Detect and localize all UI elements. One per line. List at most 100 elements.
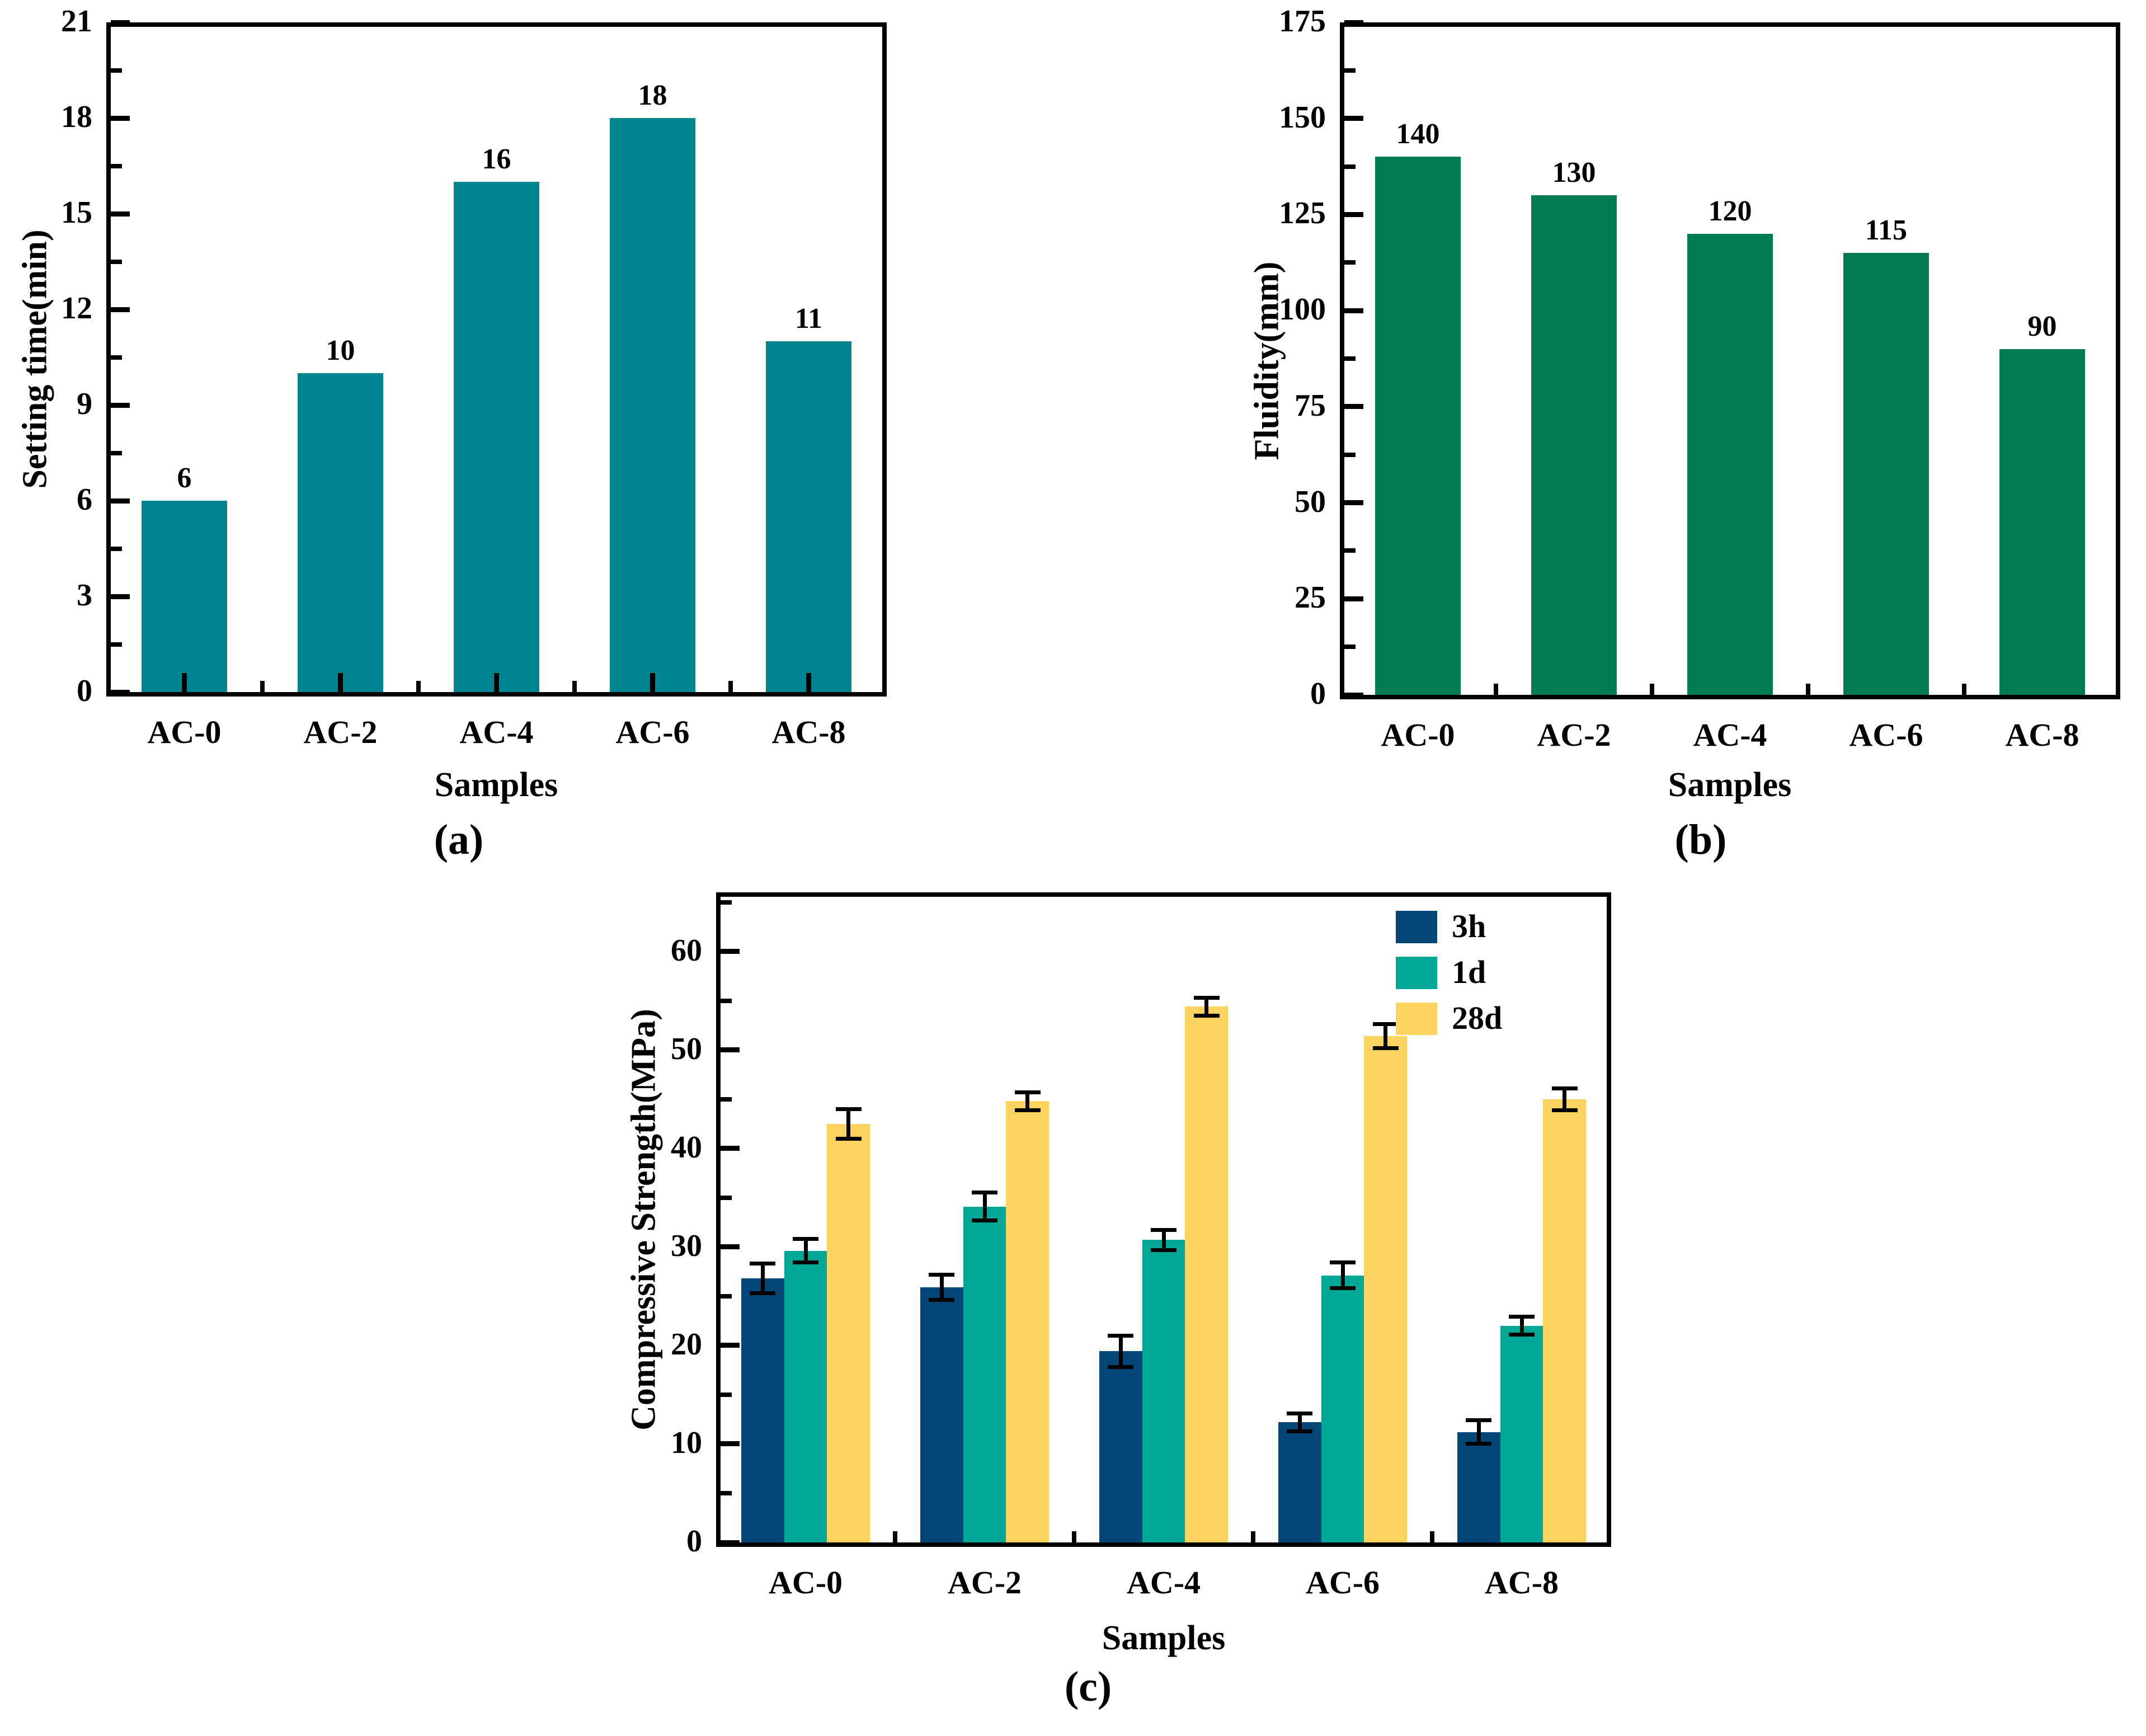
y-major-tick: [111, 211, 130, 217]
x-axis-title-b: Samples: [1668, 766, 1792, 804]
error-bar-cap: [1287, 1429, 1313, 1433]
y-major-tick: [721, 1047, 740, 1053]
error-bar-cap: [1193, 1013, 1220, 1018]
bar: [1321, 1275, 1364, 1547]
legend-label: 28d: [1452, 1000, 1503, 1036]
x-boundary-tick: [1251, 1531, 1255, 1542]
y-major-tick: [111, 307, 130, 312]
bar-value-label: 120: [1708, 195, 1752, 227]
bar-value-label: 6: [177, 462, 192, 494]
error-bar-cap: [929, 1298, 955, 1302]
bar: [141, 501, 228, 697]
bar-value-label: 11: [794, 303, 823, 335]
y-major-tick: [1344, 211, 1363, 217]
x-category-label: AC-6: [1305, 1564, 1380, 1601]
y-minor-tick: [721, 1195, 732, 1200]
x-center-tick: [182, 673, 187, 692]
plot-frame-line: [1340, 695, 2120, 699]
bar: [765, 341, 852, 697]
error-bar-line: [1161, 1230, 1166, 1250]
legend-swatch: [1396, 957, 1437, 989]
legend-swatch: [1396, 1003, 1437, 1035]
plot-frame-line: [1607, 892, 1611, 1547]
x-boundary-tick: [728, 681, 733, 692]
y-tick-label: 50: [1295, 484, 1326, 519]
bar: [920, 1287, 963, 1547]
x-category-label: AC-8: [771, 714, 846, 750]
x-category-label: AC-4: [459, 714, 534, 750]
error-bar-cap: [1108, 1333, 1134, 1338]
plot-frame-line: [1340, 22, 1344, 699]
y-tick-label: 30: [671, 1228, 702, 1263]
error-bar-line: [1340, 1262, 1345, 1288]
y-tick-label: 10: [671, 1425, 702, 1460]
error-bar-cap: [1330, 1260, 1356, 1265]
x-category-label: AC-0: [768, 1564, 843, 1601]
y-tick-label: 60: [671, 933, 702, 968]
bar: [1278, 1422, 1321, 1547]
y-major-tick: [111, 20, 130, 25]
x-boundary-tick: [1494, 684, 1498, 695]
y-major-tick: [1344, 116, 1363, 121]
y-minor-tick: [721, 998, 732, 1003]
y-tick-label: 175: [1279, 4, 1326, 39]
x-category-label: AC-6: [615, 714, 690, 750]
y-tick-label: 9: [77, 387, 92, 421]
y-major-tick: [721, 1540, 740, 1545]
y-tick-label: 40: [671, 1130, 702, 1165]
y-major-tick: [721, 1146, 740, 1151]
y-major-tick: [111, 115, 130, 121]
error-bar-line: [1118, 1335, 1123, 1367]
error-bar-cap: [1330, 1286, 1356, 1291]
y-tick-label: 50: [671, 1031, 702, 1066]
plot-frame-line: [1340, 22, 2120, 27]
y-tick-label: 0: [77, 674, 92, 708]
x-center-tick: [650, 673, 655, 692]
x-category-label: AC-8: [1484, 1564, 1559, 1601]
bar-value-label: 10: [326, 335, 355, 366]
y-tick-label: 75: [1295, 388, 1326, 423]
error-bar-cap: [1014, 1108, 1041, 1112]
x-boundary-tick: [1650, 684, 1654, 695]
y-minor-tick: [111, 259, 122, 264]
bar: [297, 373, 384, 697]
y-minor-tick: [721, 1392, 732, 1397]
y-major-tick: [721, 1441, 740, 1447]
error-bar-cap: [1151, 1248, 1176, 1252]
y-minor-tick: [1344, 644, 1356, 650]
error-bar-line: [982, 1192, 987, 1221]
y-major-tick: [721, 949, 740, 954]
error-bar-line: [939, 1274, 944, 1300]
y-tick-label: 21: [61, 4, 92, 39]
bar: [1375, 157, 1461, 699]
y-minor-tick: [1344, 260, 1356, 265]
bar: [1142, 1240, 1185, 1547]
bar: [609, 118, 696, 697]
error-bar-line: [1519, 1316, 1524, 1335]
y-minor-tick: [1344, 548, 1356, 553]
bar: [827, 1123, 870, 1547]
error-bar-line: [1476, 1420, 1481, 1444]
bar-value-label: 130: [1552, 157, 1596, 189]
y-minor-tick: [721, 1490, 732, 1495]
error-bar-cap: [1108, 1365, 1134, 1370]
error-bar-line: [760, 1263, 765, 1293]
x-category-label: AC-2: [1537, 717, 1611, 753]
plot-frame-line: [106, 692, 887, 697]
error-bar-cap: [1193, 995, 1220, 1000]
y-major-tick: [1344, 404, 1363, 410]
y-axis-title-a: Setting time(min): [16, 229, 54, 489]
bar: [1500, 1325, 1543, 1547]
y-minor-tick: [721, 1293, 732, 1299]
y-minor-tick: [1344, 452, 1356, 457]
panel-caption-b: (b): [1674, 816, 1727, 863]
panel-caption-a: (a): [434, 816, 484, 863]
plot-frame-line: [716, 892, 721, 1547]
bar: [1687, 233, 1773, 699]
y-major-tick: [1344, 692, 1363, 698]
y-major-tick: [111, 689, 130, 695]
error-bar-line: [1297, 1413, 1302, 1432]
